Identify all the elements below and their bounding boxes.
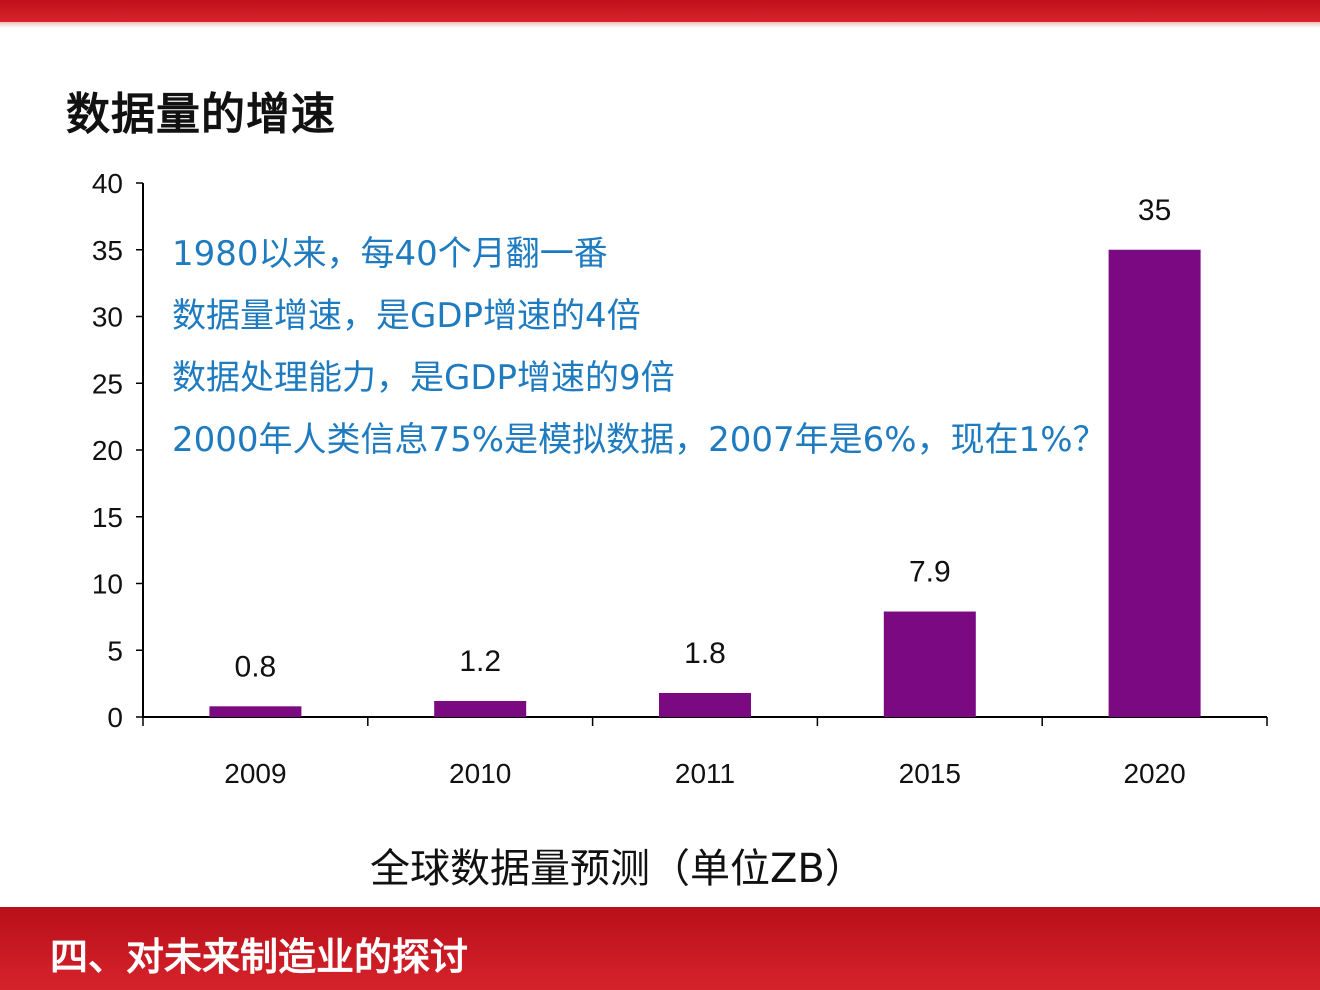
note-line-4: 2000年人类信息75%是模拟数据，2007年是6%，现在1%？ <box>172 420 1107 460</box>
bar-2015 <box>883 611 976 717</box>
y-tick-label: 5 <box>107 635 123 666</box>
y-tick-label: 0 <box>107 702 123 733</box>
y-tick-label: 25 <box>92 368 123 399</box>
x-tick-label-2015: 2015 <box>899 758 961 789</box>
x-tick-label-2011: 2011 <box>675 758 735 789</box>
note-line-3: 数据处理能力，是GDP增速的9倍 <box>172 358 675 398</box>
top-accent-band <box>0 0 1320 28</box>
section-title: 四、对未来制造业的探讨 <box>50 935 469 979</box>
data-label-2015: 7.9 <box>909 556 951 589</box>
y-tick-label: 40 <box>92 168 123 199</box>
data-label-2020: 35 <box>1138 194 1171 227</box>
y-tick-label: 10 <box>92 569 123 600</box>
y-tick-label: 30 <box>92 302 123 333</box>
bar-2011 <box>659 692 751 717</box>
x-tick-label-2020: 2020 <box>1123 758 1185 789</box>
data-label-2011: 1.8 <box>684 637 726 670</box>
chart-caption: 全球数据量预测（单位ZB） <box>370 846 865 892</box>
y-tick-label: 20 <box>92 435 123 466</box>
bar-2020 <box>1108 249 1201 717</box>
y-tick-label: 35 <box>92 235 123 266</box>
data-label-2010: 1.2 <box>459 645 501 678</box>
data-label-2009: 0.8 <box>235 650 277 683</box>
bar-2010 <box>434 700 527 717</box>
page-title: 数据量的增速 <box>66 89 336 140</box>
x-tick-label-2010: 2010 <box>449 758 511 789</box>
note-line-1: 1980以来，每40个月翻一番 <box>172 234 608 274</box>
bottom-accent-band <box>0 907 1320 990</box>
note-line-2: 数据量增速，是GDP增速的4倍 <box>172 296 641 336</box>
x-tick-label-2009: 2009 <box>224 758 286 789</box>
y-tick-label: 15 <box>92 502 123 533</box>
bar-2009 <box>209 706 302 717</box>
